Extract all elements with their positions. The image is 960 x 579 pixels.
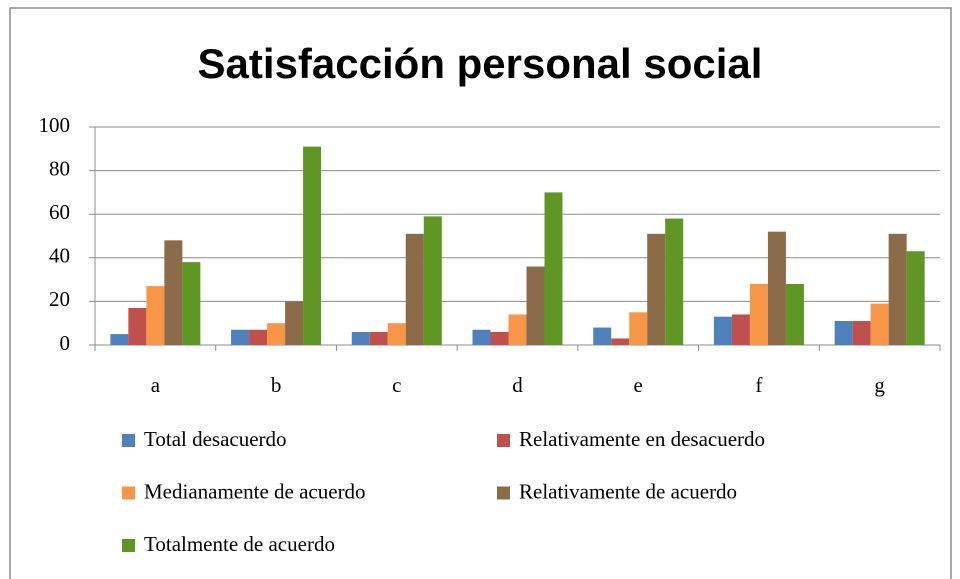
bar <box>110 334 129 345</box>
bar <box>182 262 201 345</box>
bar <box>888 233 907 345</box>
bar <box>472 329 491 345</box>
bar <box>713 316 732 345</box>
bar <box>369 331 388 345</box>
bar <box>231 329 250 345</box>
bar <box>611 338 630 345</box>
bar <box>834 321 853 345</box>
x-tick-label: f <box>755 373 762 397</box>
legend-swatch <box>122 486 135 500</box>
bar <box>267 323 286 345</box>
bar <box>629 312 648 345</box>
legend-swatch <box>497 486 510 500</box>
bar <box>767 231 786 345</box>
bar <box>870 303 889 345</box>
legend-label: Relativamente en desacuerdo <box>519 427 765 451</box>
bar <box>303 146 322 345</box>
bar <box>285 301 304 345</box>
y-tick-label: 60 <box>49 200 70 224</box>
y-tick-label: 20 <box>49 287 70 311</box>
legend-label: Medianamente de acuerdo <box>144 479 366 503</box>
x-tick-label: c <box>392 373 401 397</box>
x-tick-label: a <box>151 373 161 397</box>
y-tick-label: 0 <box>60 331 71 355</box>
y-tick-label: 40 <box>49 244 70 268</box>
bar <box>665 218 684 345</box>
y-tick-label: 80 <box>49 156 70 180</box>
bar <box>490 331 509 345</box>
bar <box>351 331 370 345</box>
y-tick-label: 100 <box>39 113 71 137</box>
x-tick-label: e <box>634 373 643 397</box>
bar <box>423 216 442 345</box>
x-tick-label: b <box>271 373 282 397</box>
legend-label: Relativamente de acuerdo <box>519 479 737 503</box>
bar <box>146 286 165 345</box>
legend-swatch <box>122 539 135 552</box>
bar <box>526 266 545 345</box>
bar <box>731 314 750 345</box>
x-tick-label: d <box>512 373 523 397</box>
bar <box>249 329 268 345</box>
bar <box>128 307 147 345</box>
bar <box>647 233 666 345</box>
legend-swatch <box>497 434 510 447</box>
bar <box>508 314 527 345</box>
chart-title: Satisfacción personal social <box>198 40 763 87</box>
legend-label: Total desacuerdo <box>144 427 287 451</box>
bar <box>785 283 804 345</box>
bar <box>544 192 563 345</box>
x-tick-label: g <box>874 373 885 397</box>
bar <box>749 283 768 345</box>
legend-swatch <box>122 434 135 447</box>
bar <box>164 240 183 345</box>
legend-label: Totalmente de acuerdo <box>144 532 335 556</box>
bar <box>906 251 925 345</box>
bar <box>405 233 424 345</box>
bar <box>387 323 406 345</box>
bar <box>593 327 612 345</box>
bar <box>852 321 871 345</box>
